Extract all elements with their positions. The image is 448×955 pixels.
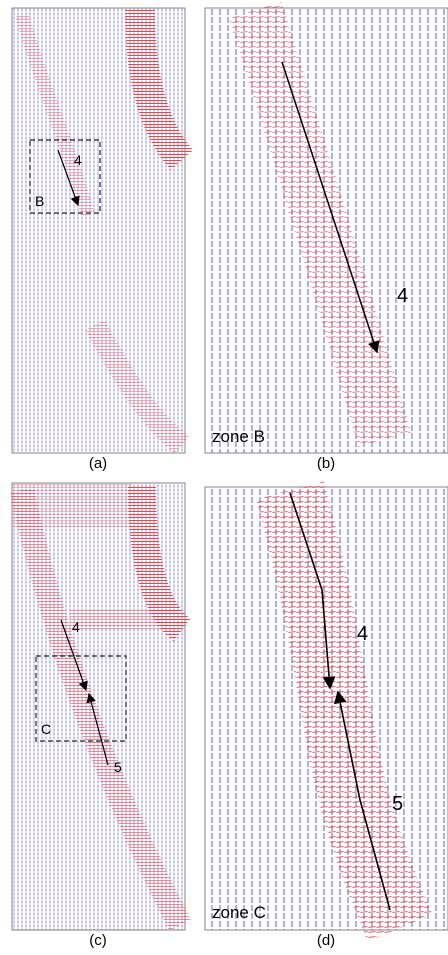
field-band <box>125 9 194 171</box>
field-band <box>10 487 191 931</box>
field-region <box>35 655 127 742</box>
field-band <box>85 319 189 454</box>
arrow-label: 5 <box>114 759 122 775</box>
panel-d: 4 5 zone C (d) <box>204 480 448 949</box>
field-band <box>15 13 95 217</box>
arrow-label: 5 <box>392 793 403 815</box>
zone-label: C <box>41 721 51 737</box>
arrow <box>57 149 80 207</box>
arrow-label: 4 <box>357 623 368 645</box>
zone-label: zone B <box>212 427 265 446</box>
arrow-label: 4 <box>72 619 80 635</box>
panel-a: 4 B (a) <box>11 7 194 472</box>
arrow <box>281 61 380 354</box>
caption: (b) <box>317 455 335 472</box>
arrow <box>86 692 109 766</box>
arrow-label: 4 <box>397 285 408 307</box>
field-band <box>333 690 391 911</box>
zone-label: zone C <box>212 903 266 922</box>
arrow <box>60 619 88 692</box>
field-band <box>256 480 433 942</box>
panel-b: 4 zone B (b) <box>204 1 448 472</box>
zone-label: B <box>35 193 44 209</box>
field-band <box>289 492 336 690</box>
caption: (c) <box>89 932 107 949</box>
arrow-label: 4 <box>74 152 82 168</box>
field-region <box>29 139 101 214</box>
caption: (a) <box>89 455 107 472</box>
panel-c: 4 C 5 (c) <box>10 482 192 949</box>
field-band <box>228 1 412 448</box>
field-band <box>128 484 192 642</box>
field-region <box>70 610 170 630</box>
caption: (d) <box>317 932 335 949</box>
